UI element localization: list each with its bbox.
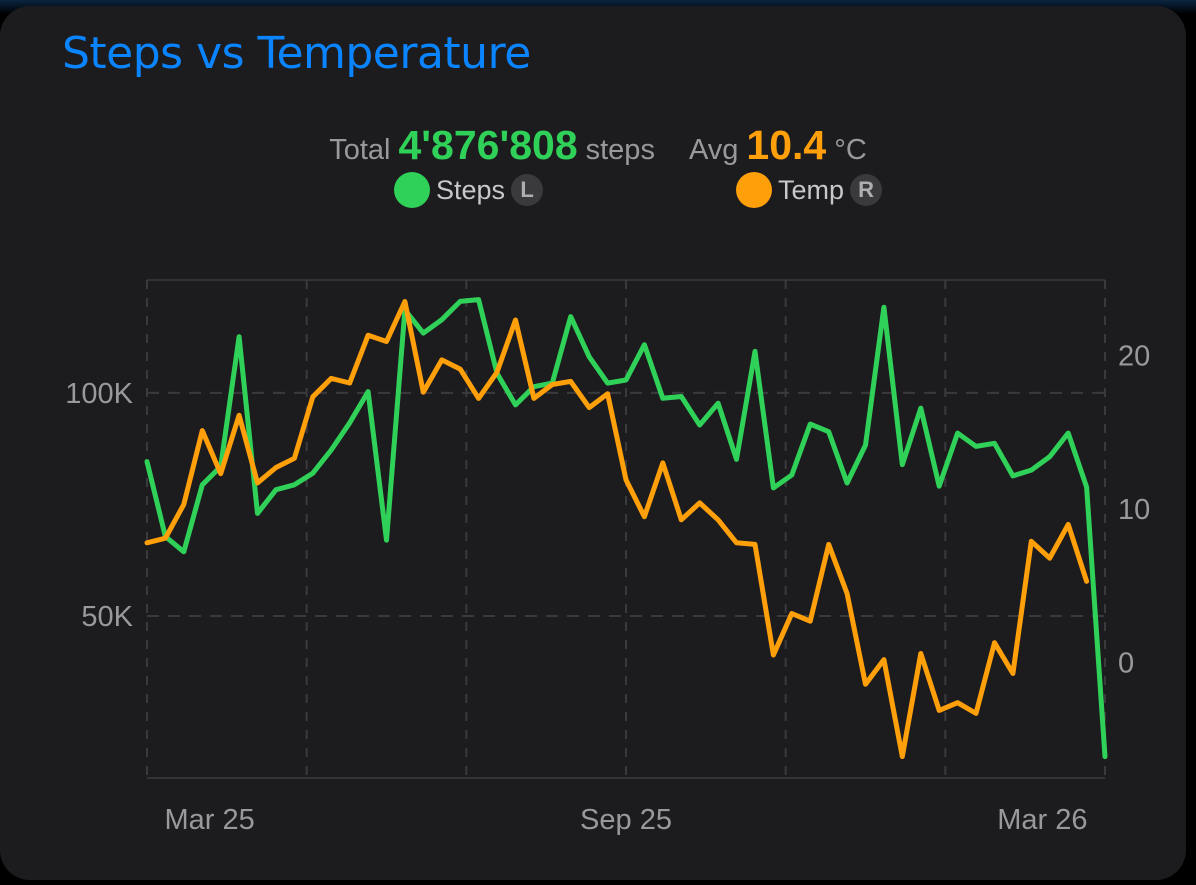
y-right-tick-label: 0 [1118,648,1134,680]
chart-title: Steps vs Temperature [62,28,531,79]
avg-label: Avg [688,134,739,166]
avg-value: 10.4 [746,122,827,168]
y-right-tick-label: 10 [1118,494,1150,526]
temp-dot-icon [736,172,772,208]
total-value: 4'876'808 [398,122,578,168]
legend-label: Temp [778,174,845,205]
legend-label: Steps [436,174,506,205]
x-tick-label: Mar 25 [165,804,255,836]
legend-item-steps[interactable]: Steps L [394,172,544,208]
y-left-tick-label: 100K [65,378,133,410]
total-unit: steps [585,134,655,166]
legend-item-temp[interactable]: Temp R [736,172,883,208]
axis-badge-left: L [511,174,544,206]
x-tick-label: Sep 25 [580,804,672,836]
y-right-tick-label: 20 [1118,340,1150,372]
total-label: Total [329,134,391,166]
x-tick-label: Mar 26 [997,804,1087,836]
steps-dot-icon [394,172,430,208]
summary-row: Total 4'876'808 steps Avg 10.4 °C [0,122,1196,169]
y-left-tick-label: 50K [81,601,133,633]
series-line-steps [144,297,1108,760]
total-steps-stat: Total 4'876'808 steps [329,122,655,169]
axis-badge-right: R [850,174,883,206]
avg-temp-stat: Avg 10.4 °C [689,122,867,169]
avg-unit: °C [834,134,867,166]
series-line-temp [144,299,1090,759]
